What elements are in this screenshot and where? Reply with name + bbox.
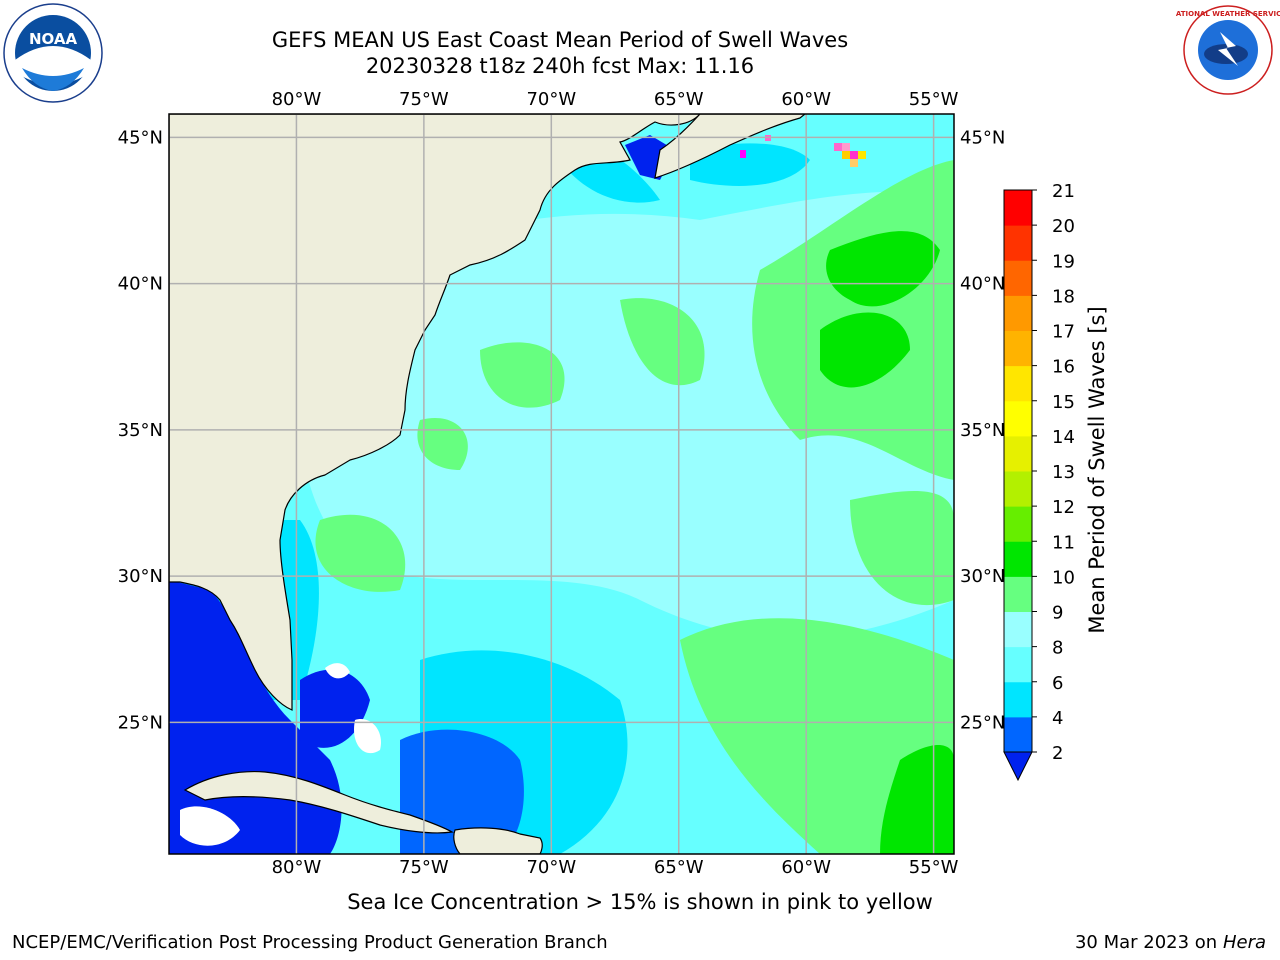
colorbar: 2 4 6 8 9 10 11 12 13 14 15 16 17 18 19 20 21	[1003, 181, 1075, 782]
lon-tick-label-top: 70°W	[526, 89, 576, 110]
lat-tick-label-left: 45°N	[118, 127, 163, 148]
colorbar-tick-label: 17	[1052, 322, 1075, 343]
land-north-america	[169, 114, 701, 711]
nws-logo: NATIONAL WEATHER SERVICE	[1176, 5, 1280, 95]
lat-tick-label-right: 30°N	[960, 566, 1005, 587]
colorbar-segment	[1004, 365, 1032, 402]
colorbar-tick-label: 2	[1052, 743, 1063, 764]
colorbar-segment	[1004, 611, 1032, 648]
lat-tick-label-right: 25°N	[960, 712, 1005, 733]
colorbar-segment	[1004, 541, 1032, 577]
lon-tick-label-bottom: 55°W	[909, 857, 959, 878]
lat-tick-label-right: 40°N	[960, 274, 1005, 295]
colorbar-segment	[1004, 716, 1032, 753]
lon-tick-label-bottom: 80°W	[272, 857, 322, 878]
svg-text:NOAA: NOAA	[29, 30, 78, 48]
lat-tick-label-left: 30°N	[118, 566, 163, 587]
colorbar-tick-label: 14	[1052, 427, 1075, 448]
colorbar-tick-label: 21	[1052, 181, 1075, 202]
colorbar-segment	[1004, 190, 1032, 226]
colorbar-segment	[1004, 435, 1032, 472]
colorbar-extend-triangle	[1003, 751, 1033, 782]
footer-credit: NCEP/EMC/Verification Post Processing Pr…	[12, 932, 608, 953]
map-field	[169, 114, 954, 854]
colorbar-segment	[1004, 681, 1032, 718]
colorbar-segment	[1004, 576, 1032, 612]
colorbar-segment	[1004, 646, 1032, 683]
lon-tick-label-bottom: 75°W	[399, 857, 449, 878]
lon-tick-label-top: 65°W	[654, 89, 704, 110]
lon-tick-label-bottom: 70°W	[526, 857, 576, 878]
land-hispaniola	[453, 827, 543, 854]
lat-tick-label-left: 35°N	[118, 420, 163, 441]
map-gridlines	[169, 114, 954, 854]
colorbar-tick-label: 20	[1052, 216, 1075, 237]
lon-tick-label-top: 60°W	[781, 89, 831, 110]
lon-tick-label-bottom: 65°W	[654, 857, 704, 878]
lon-tick-label-bottom: 60°W	[781, 857, 831, 878]
colorbar-segment	[1004, 506, 1032, 542]
colorbar-segment	[1004, 330, 1032, 367]
colorbar-segment	[1004, 260, 1032, 296]
lat-tick-label-right: 35°N	[960, 420, 1005, 441]
chart-subtitle: 20230328 t18z 240h fcst Max: 11.16	[365, 54, 755, 78]
footer-date: 30 Mar 2023 on Hera	[1074, 932, 1266, 953]
colorbar-segment	[1004, 471, 1032, 507]
map-frame	[168, 113, 955, 855]
colorbar-tick-label: 11	[1052, 532, 1075, 553]
map-axis-labels: 80°W 80°W 75°W 75°W 70°W 70°W 65°W 65°W 60°W 60°W…	[118, 89, 1006, 878]
colorbar-tick-label: 18	[1052, 286, 1075, 307]
colorbar-segment	[1004, 225, 1032, 261]
colorbar-tick-label: 9	[1052, 603, 1063, 624]
colorbar-label: Mean Period of Swell Waves [s]	[1085, 306, 1109, 634]
lon-tick-label-top: 80°W	[272, 89, 322, 110]
colorbar-segment	[1004, 295, 1032, 331]
colorbar-tick-label: 12	[1052, 497, 1075, 518]
colorbar-tick-label: 16	[1052, 357, 1075, 378]
lat-tick-label-right: 45°N	[960, 127, 1005, 148]
colorbar-tick-label: 4	[1052, 708, 1063, 729]
colorbar-tick-label: 8	[1052, 638, 1063, 659]
colorbar-tick-label: 10	[1052, 567, 1075, 588]
lat-tick-label-left: 25°N	[118, 712, 163, 733]
colorbar-tick-label: 6	[1052, 673, 1063, 694]
lat-tick-label-left: 40°N	[118, 274, 163, 295]
colorbar-tick-label: 15	[1052, 392, 1075, 413]
svg-text:NATIONAL WEATHER SERVICE: NATIONAL WEATHER SERVICE	[1176, 10, 1280, 18]
colorbar-tick-label: 19	[1052, 251, 1075, 272]
lon-tick-label-top: 55°W	[909, 89, 959, 110]
noaa-logo: NOAA	[3, 3, 103, 103]
sea-ice-note: Sea Ice Concentration > 15% is shown in …	[347, 890, 933, 914]
lon-tick-label-top: 75°W	[399, 89, 449, 110]
land-nova-scotia	[654, 114, 806, 179]
land-cuba	[183, 771, 454, 834]
colorbar-tick-label: 13	[1052, 462, 1075, 483]
chart-title: GEFS MEAN US East Coast Mean Period of S…	[271, 28, 849, 52]
colorbar-segment	[1004, 400, 1032, 437]
